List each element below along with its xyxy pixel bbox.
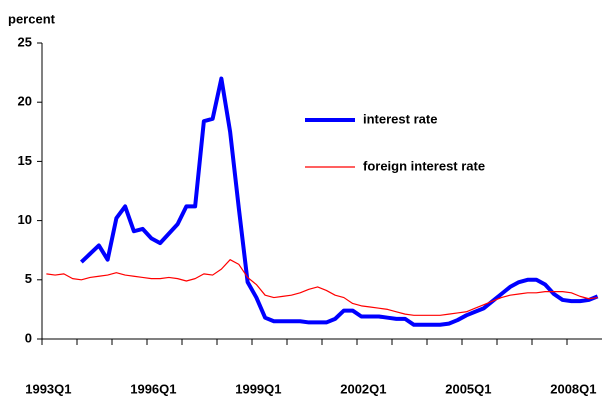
x-tick-label: 1996Q1 [130,381,176,396]
x-tick-label: 2002Q1 [340,381,386,396]
y-tick-label: 5 [25,271,32,286]
x-tick-label: 1993Q1 [25,381,71,396]
y-tick-label: 20 [18,94,32,109]
x-tick-label: 1999Q1 [235,381,281,396]
legend-label: interest rate [363,111,437,126]
y-tick-label: 10 [18,212,32,227]
x-tick-label: 2008Q1 [550,381,596,396]
y-tick-label: 15 [18,153,32,168]
line-series [79,76,599,327]
legend-label: foreign interest rate [363,158,485,173]
line-series [46,259,598,316]
y-tick-label: 0 [25,330,32,345]
y-axis-title: percent [8,11,56,26]
y-tick-label: 25 [18,34,32,49]
x-tick-label: 2005Q1 [445,381,491,396]
